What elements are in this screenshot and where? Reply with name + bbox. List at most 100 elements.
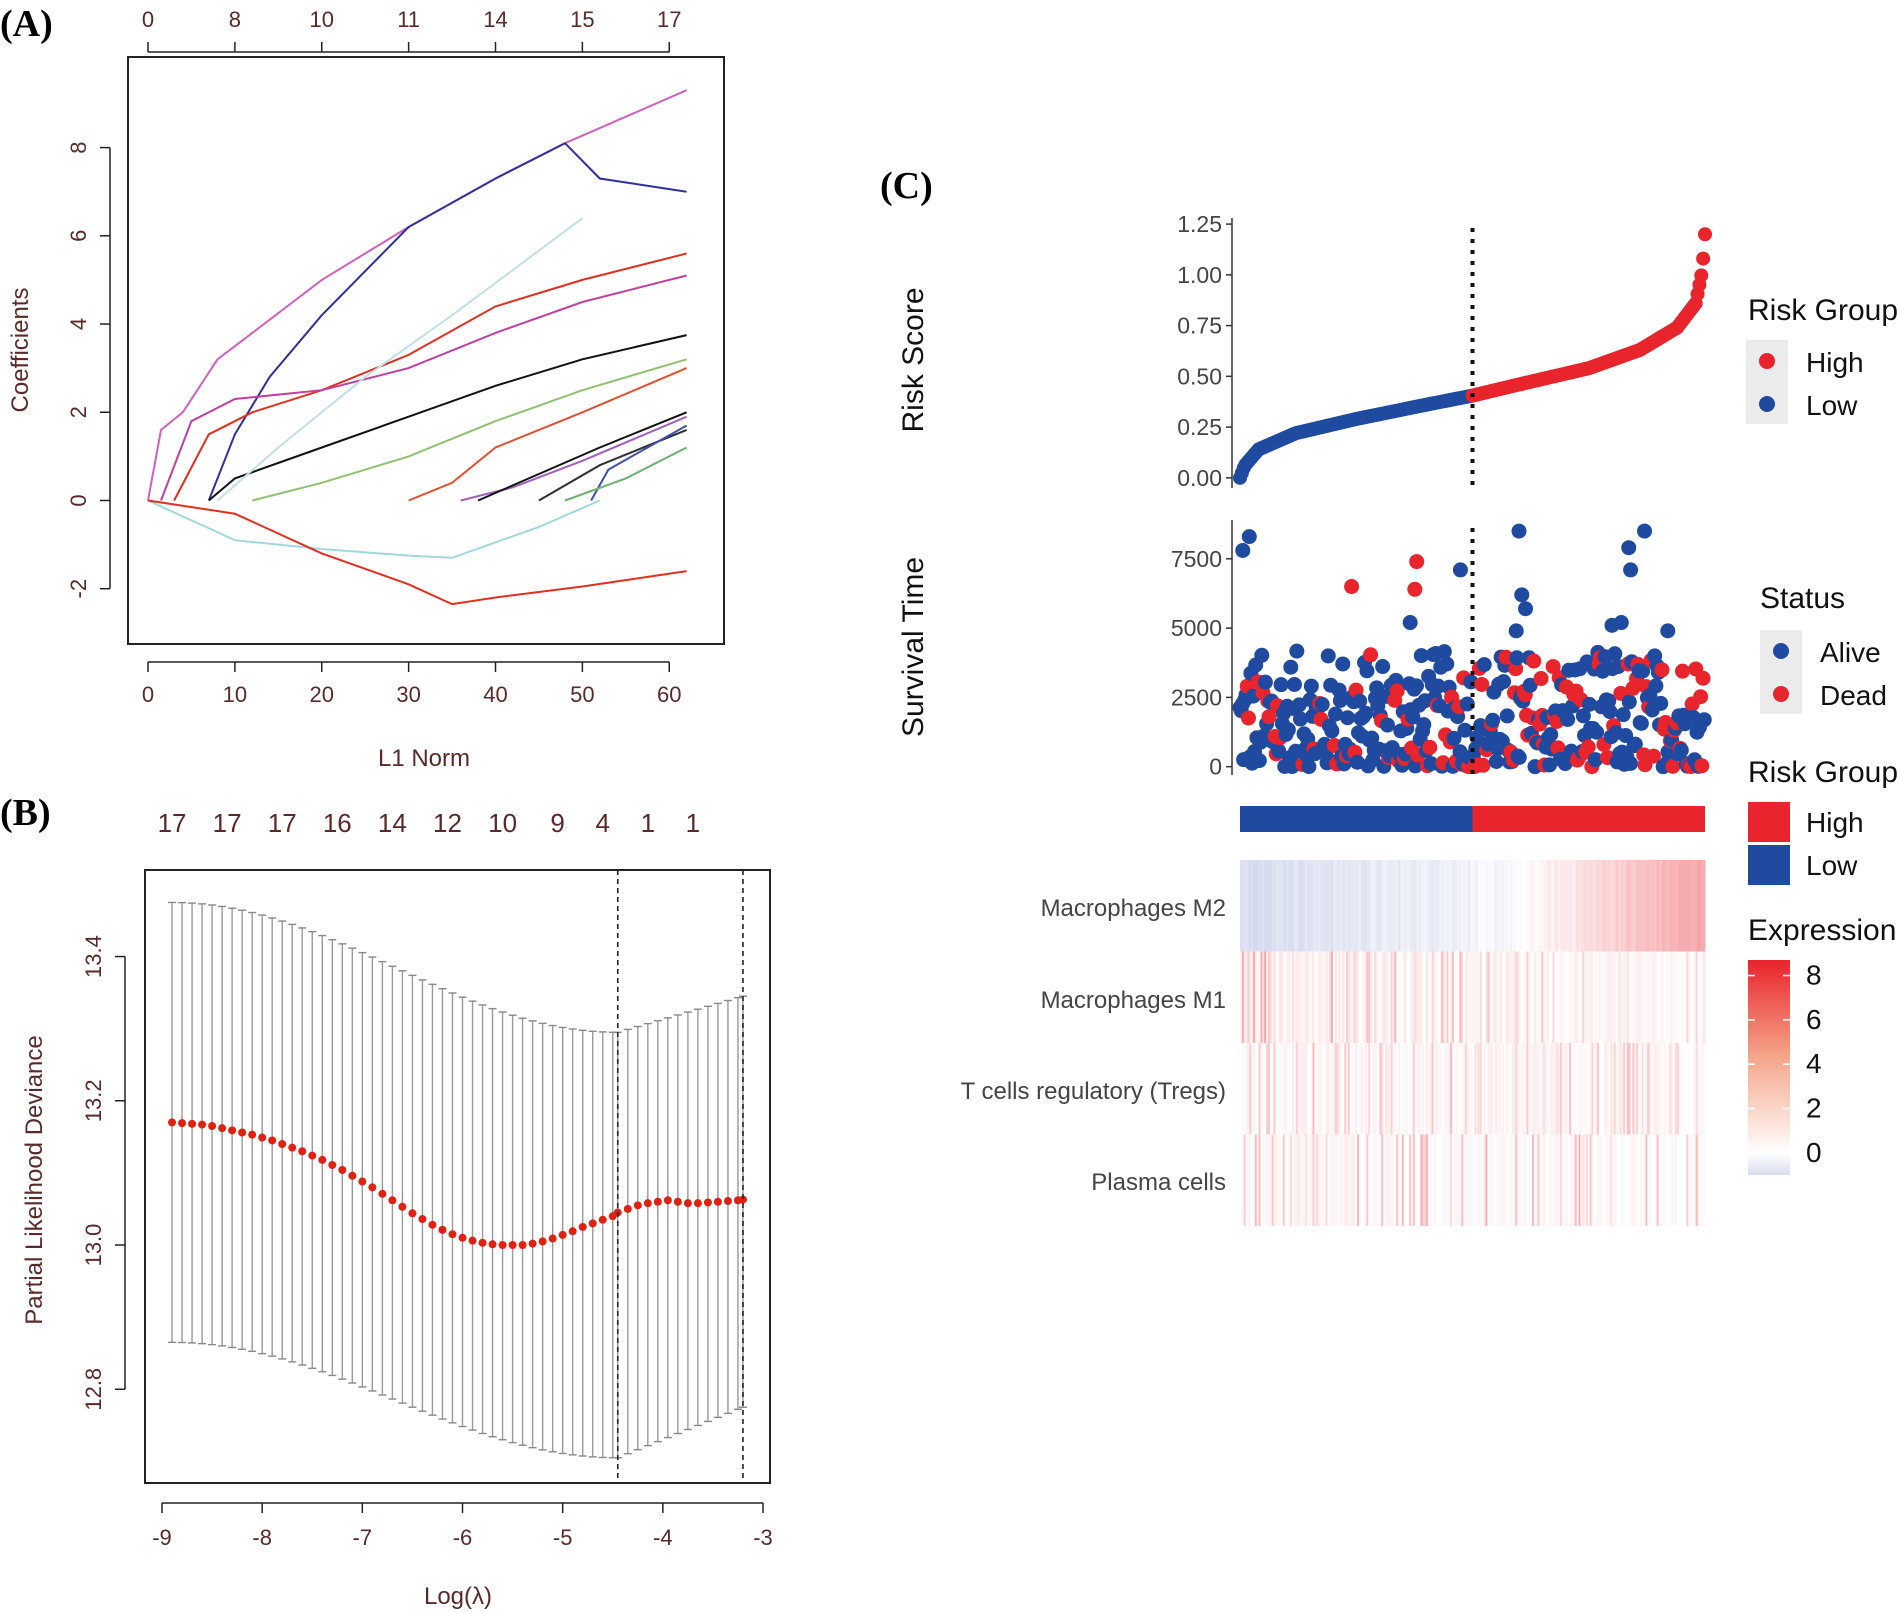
heatmap-cell xyxy=(1386,1043,1390,1135)
heatmap-cell xyxy=(1280,951,1284,1043)
heatmap-cell xyxy=(1353,860,1356,952)
heatmap-cell xyxy=(1481,1043,1485,1135)
top-tick-label: 15 xyxy=(570,7,594,32)
heatmap-cell xyxy=(1266,1134,1269,1226)
heatmap-cell xyxy=(1305,1043,1308,1135)
legend-title: Status xyxy=(1760,582,1845,615)
heatmap-cell xyxy=(1241,1043,1245,1135)
heatmap-cell xyxy=(1613,1043,1617,1135)
heatmap-cell xyxy=(1606,951,1609,1043)
heatmap-cell xyxy=(1656,1043,1660,1135)
heatmap-cell xyxy=(1511,1134,1515,1226)
heatmap-cell xyxy=(1351,1043,1355,1135)
heatmap-cell xyxy=(1359,860,1362,952)
heatmap-cell xyxy=(1316,1043,1319,1135)
heatmap-cell xyxy=(1282,951,1286,1043)
heatmap-cell xyxy=(1476,860,1479,952)
heatmap-cell xyxy=(1517,1134,1520,1226)
heatmap-cell xyxy=(1548,860,1552,952)
heatmap-cell xyxy=(1504,860,1507,952)
survival-point xyxy=(1324,723,1340,739)
heatmap-cell xyxy=(1254,1134,1258,1226)
heatmap-cell xyxy=(1357,860,1360,952)
heatmap-cell xyxy=(1597,1134,1600,1226)
deviance-point xyxy=(488,1240,497,1249)
heatmap-cell xyxy=(1409,860,1412,952)
heatmap-cell xyxy=(1320,860,1323,952)
top-tick-label: 16 xyxy=(323,808,352,838)
heatmap-cell xyxy=(1377,1043,1381,1135)
heatmap-row-label: Macrophages M1 xyxy=(1041,987,1226,1014)
heatmap-cell xyxy=(1574,860,1578,952)
heatmap-cell xyxy=(1656,860,1660,952)
heatmap-cell xyxy=(1693,1134,1697,1226)
deviance-point xyxy=(703,1198,712,1207)
heatmap-cell xyxy=(1329,1134,1332,1226)
heatmap-cell xyxy=(1626,1043,1630,1135)
heatmap-cell xyxy=(1507,1134,1511,1226)
survival-point xyxy=(1409,554,1425,570)
deviance-point xyxy=(558,1230,567,1239)
heatmap-cell xyxy=(1589,1134,1593,1226)
heatmap-cell xyxy=(1541,1043,1544,1135)
heatmap-cell xyxy=(1277,1043,1280,1135)
survival-point xyxy=(1241,529,1257,545)
heatmap-cell xyxy=(1334,860,1338,952)
heatmap-cell xyxy=(1450,1043,1453,1135)
heatmap-cell xyxy=(1684,860,1687,952)
panel-b-x-title: Log(λ) xyxy=(424,1583,492,1610)
heatmap-cell xyxy=(1401,951,1405,1043)
heatmap-cell xyxy=(1559,951,1563,1043)
heatmap-cell xyxy=(1351,860,1355,952)
heatmap-cell xyxy=(1260,951,1263,1043)
heatmap-cell xyxy=(1550,860,1554,952)
y-tick-label: 13.4 xyxy=(81,935,106,978)
heatmap-cell xyxy=(1673,951,1676,1043)
heatmap-cell xyxy=(1331,951,1334,1043)
heatmap-cell xyxy=(1444,860,1448,952)
survival-point xyxy=(1363,647,1379,663)
heatmap-cell xyxy=(1528,951,1531,1043)
heatmap-cell xyxy=(1297,951,1301,1043)
legend-key-dead xyxy=(1773,686,1789,702)
heatmap-cell xyxy=(1427,860,1431,952)
heatmap-cell xyxy=(1279,1134,1282,1226)
survival-point xyxy=(1352,693,1368,709)
survival-point xyxy=(1369,680,1385,696)
heatmap-cell xyxy=(1307,951,1310,1043)
heatmap-cell xyxy=(1593,951,1596,1043)
heatmap-cell xyxy=(1485,860,1488,952)
heatmap-cell xyxy=(1623,1043,1626,1135)
heatmap-cell xyxy=(1347,1134,1351,1226)
heatmap-cell xyxy=(1654,1134,1658,1226)
heatmap-cell xyxy=(1695,860,1699,952)
heatmap-cell xyxy=(1509,860,1513,952)
survival-point xyxy=(1409,678,1425,694)
heatmap-cell xyxy=(1372,1134,1375,1226)
heatmap-cell xyxy=(1651,860,1654,952)
legend-risk-group-bar: Risk Group High Low xyxy=(1748,756,1898,885)
heatmap-cell xyxy=(1266,860,1269,952)
heatmap-cell xyxy=(1303,1134,1306,1226)
heatmap-cell xyxy=(1461,1134,1464,1226)
heatmap-cell xyxy=(1519,860,1522,952)
heatmap-cell xyxy=(1370,951,1373,1043)
heatmap-cell xyxy=(1600,951,1604,1043)
heatmap-cell xyxy=(1344,860,1347,952)
heatmap-cell xyxy=(1558,1043,1561,1135)
heatmap-cell xyxy=(1561,1134,1565,1226)
heatmap-cell xyxy=(1360,860,1364,952)
heatmap-cell xyxy=(1703,1134,1706,1226)
heatmap-cell xyxy=(1703,1043,1706,1135)
survival-point xyxy=(1235,542,1251,558)
heatmap-cell xyxy=(1331,1134,1334,1226)
heatmap-cell xyxy=(1630,860,1634,952)
heatmap-cell xyxy=(1468,1134,1472,1226)
heatmap-cell xyxy=(1665,1134,1669,1226)
heatmap-cell xyxy=(1537,1134,1541,1226)
heatmap-cell xyxy=(1561,951,1565,1043)
heatmap-cell xyxy=(1677,860,1680,952)
heatmap-cell xyxy=(1632,860,1635,952)
heatmap-cell xyxy=(1468,1043,1472,1135)
heatmap-cell xyxy=(1381,1043,1384,1135)
